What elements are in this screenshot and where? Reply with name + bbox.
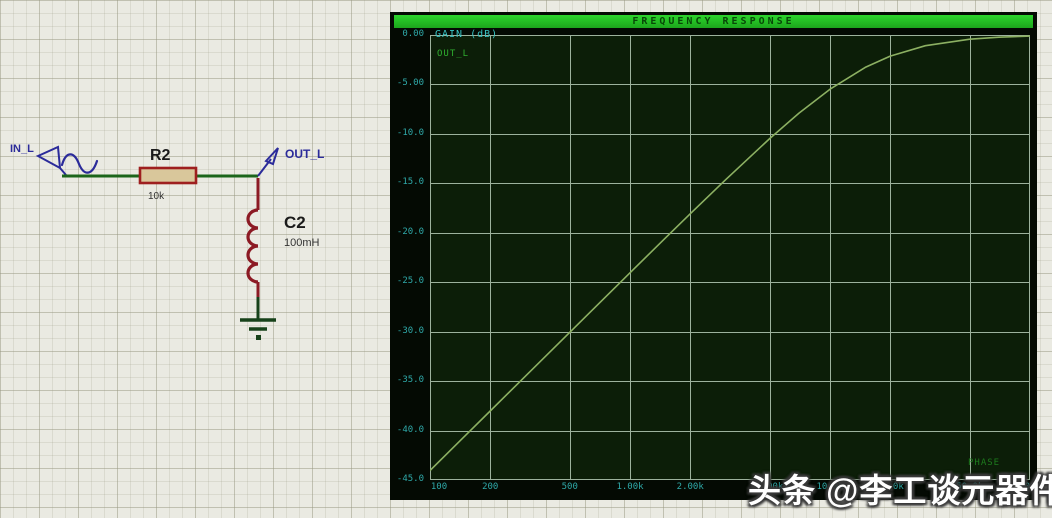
output-net-label: OUT_L (285, 147, 324, 161)
x-tick-label: 10.0k (816, 482, 844, 492)
y-tick-label: -25.0 (396, 276, 424, 287)
resistor-body[interactable] (138, 166, 198, 185)
x-tick-label: 2.00k (676, 482, 704, 492)
inductor-ref-label: C2 (284, 213, 306, 232)
schematic-canvas[interactable]: IN_L OUT_L R2 10k C2 100mH (0, 0, 390, 518)
x-tick-label: 500 (561, 482, 578, 492)
plot-border (430, 35, 1030, 480)
y-tick-label: -45.0 (396, 474, 424, 484)
y-tick-label: -30.0 (396, 325, 424, 336)
phase-axis-label: PHASE (968, 458, 1001, 468)
inductor-coil[interactable] (246, 178, 260, 297)
x-tick-label: 100 (430, 482, 448, 492)
y-tick-label: -35.0 (396, 375, 424, 386)
y-tick-label: -10.0 (396, 127, 424, 138)
y-tick-label: 0.00 (402, 29, 424, 39)
graph-titlebar[interactable]: FREQUENCY RESPONSE (394, 15, 1033, 28)
x-tick-label: 200 (482, 482, 499, 492)
x-tick-label: 5.00k (756, 482, 784, 492)
watermark-text: 头条 @李工谈元器件 (748, 472, 1052, 509)
x-tick-label: 100k (1019, 482, 1041, 492)
graph-title: FREQUENCY RESPONSE (632, 16, 795, 27)
y-tick-label: -40.0 (396, 424, 424, 435)
resistor-ref-label: R2 (150, 147, 171, 164)
resistor-value-label: 10k (148, 191, 165, 202)
ground-symbol[interactable] (240, 297, 276, 340)
y-tick-label: -20.0 (396, 226, 424, 237)
x-tick-label: 20.0k (876, 482, 904, 492)
inductor-value-label: 100mH (284, 237, 320, 249)
input-net-label: IN_L (10, 143, 34, 155)
x-tick-label: 50.0k (956, 482, 984, 492)
gain-axis-label: GAIN (dB) (435, 29, 499, 40)
input-terminal-icon[interactable] (35, 145, 67, 176)
gain-curve (430, 35, 1030, 472)
x-tick-label: 1.00k (616, 482, 644, 492)
frequency-response-window[interactable]: FREQUENCY RESPONSE GAIN (dB) OUT_L PHASE… (390, 12, 1041, 500)
y-tick-label: -15.0 (396, 177, 424, 188)
output-terminal-icon[interactable] (257, 147, 279, 177)
y-tick-label: -5.00 (396, 78, 424, 89)
trace-legend-label: OUT_L (437, 49, 470, 59)
ac-source-icon[interactable] (60, 153, 99, 174)
gain-plot (430, 35, 1030, 480)
